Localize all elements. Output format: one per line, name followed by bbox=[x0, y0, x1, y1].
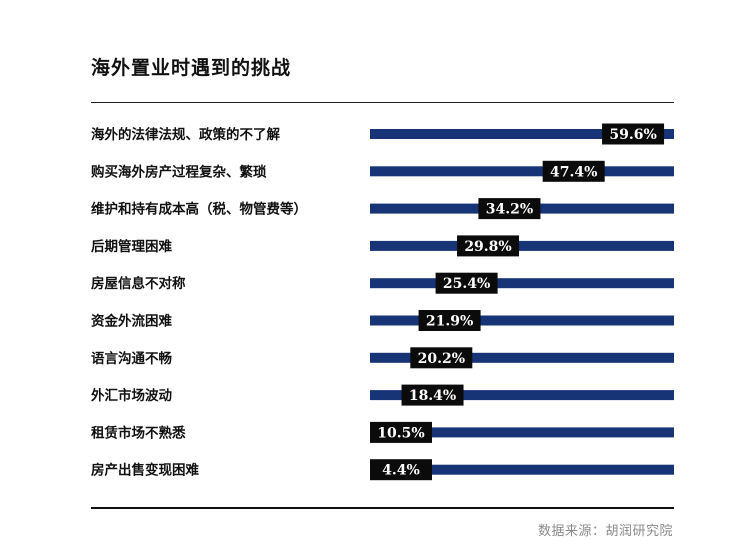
category-label: 购买海外房产过程复杂、繁琐 bbox=[91, 163, 267, 180]
value-label: 10.5% bbox=[377, 425, 424, 441]
bar bbox=[370, 129, 674, 139]
category-label: 房屋信息不对称 bbox=[91, 275, 186, 292]
bar-row: 后期管理困难 29.8% bbox=[91, 235, 674, 257]
category-label: 外汇市场波动 bbox=[91, 387, 172, 404]
bottom-divider bbox=[91, 507, 674, 509]
value-label-box bbox=[418, 310, 481, 331]
bar-row: 房屋信息不对称 25.4% bbox=[91, 272, 674, 294]
source-note: 数据来源：胡润研究院 bbox=[537, 524, 673, 539]
value-label: 47.4% bbox=[550, 164, 597, 180]
bar bbox=[370, 390, 674, 401]
chart-title: 海外置业时遇到的挑战 bbox=[91, 57, 292, 79]
bar-row: 海外的法律法规、政策的不了解 59.6% bbox=[91, 123, 674, 145]
value-label-box bbox=[410, 347, 473, 369]
value-label: 25.4% bbox=[443, 276, 490, 292]
bar bbox=[370, 464, 674, 475]
bar-row: 维护和持有成本高（税、物管费等） 34.2% bbox=[91, 198, 674, 220]
value-label: 29.8% bbox=[464, 239, 511, 255]
value-label: 34.2% bbox=[486, 202, 533, 218]
value-label-box bbox=[478, 198, 541, 220]
bar bbox=[370, 315, 674, 326]
category-label: 资金外流困难 bbox=[91, 313, 172, 330]
bar bbox=[370, 352, 674, 363]
bar bbox=[370, 166, 674, 177]
value-label: 4.4% bbox=[382, 463, 420, 479]
bar-row: 购买海外房产过程复杂、繁琐 47.4% bbox=[91, 160, 674, 182]
bar bbox=[370, 427, 674, 438]
value-label: 20.2% bbox=[418, 351, 465, 367]
bar-row: 房产出售变现困难 4.4% bbox=[91, 459, 674, 481]
bar-row: 外汇市场波动 18.4% bbox=[91, 384, 674, 406]
category-label: 语言沟通不畅 bbox=[91, 350, 172, 367]
value-label-box bbox=[401, 384, 464, 406]
value-label-box bbox=[542, 160, 605, 182]
value-label: 18.4% bbox=[409, 388, 456, 404]
category-label: 租赁市场不熟悉 bbox=[91, 424, 186, 441]
category-label: 海外的法律法规、政策的不了解 bbox=[91, 126, 280, 143]
category-label: 后期管理困难 bbox=[91, 238, 172, 255]
value-label-box bbox=[602, 123, 665, 145]
category-label: 维护和持有成本高（税、物管费等） bbox=[91, 201, 307, 218]
value-label: 59.6% bbox=[609, 127, 656, 143]
bar bbox=[370, 278, 674, 289]
value-label-box bbox=[457, 235, 520, 257]
value-label-box bbox=[435, 272, 498, 294]
bar-row: 资金外流困难 21.9% bbox=[91, 310, 674, 331]
category-label: 房产出售变现困难 bbox=[91, 462, 199, 479]
top-divider bbox=[91, 102, 674, 103]
value-label-box bbox=[370, 459, 432, 481]
value-label: 21.9% bbox=[426, 314, 473, 330]
value-label-box bbox=[370, 421, 432, 443]
bar bbox=[370, 240, 674, 251]
bar-row: 租赁市场不熟悉 10.5% bbox=[91, 421, 674, 443]
bar-row: 语言沟通不畅 20.2% bbox=[91, 347, 674, 369]
